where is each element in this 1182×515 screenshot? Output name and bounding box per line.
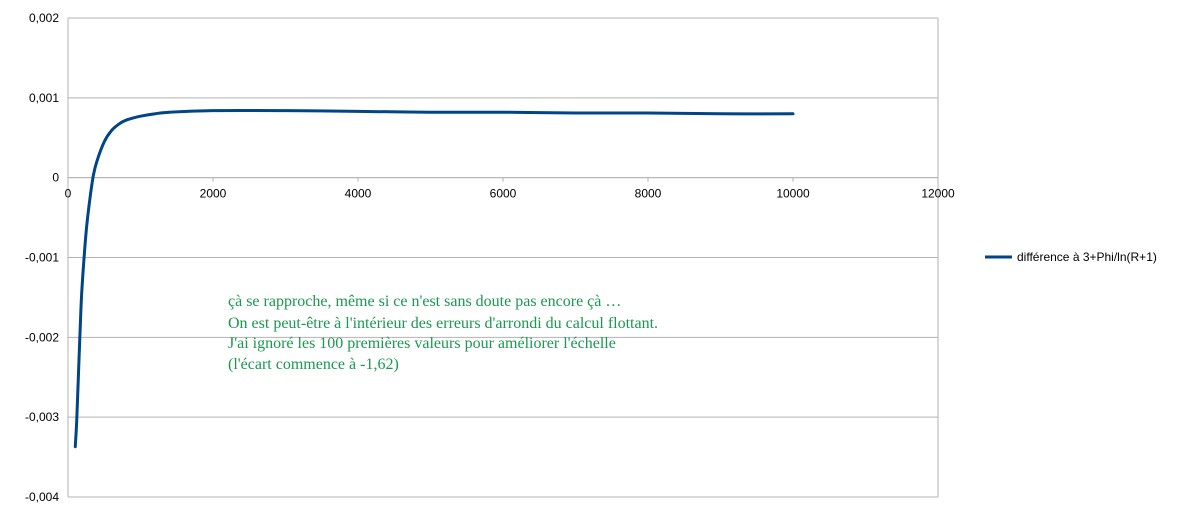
annotation-line-4: (l'écart commence à -1,62) <box>228 356 399 373</box>
y-tick-label: -0,001 <box>25 251 59 265</box>
y-tick-label: -0,002 <box>25 330 59 344</box>
x-tick-label: 0 <box>65 187 72 201</box>
y-tick-label: 0 <box>52 171 59 185</box>
x-tick-label: 10000 <box>776 187 810 201</box>
axes <box>67 18 939 497</box>
annotation-line-2: On est peut-être à l'intérieur des erreu… <box>228 315 658 332</box>
y-tick-label: 0,002 <box>29 11 59 25</box>
y-tick-label: -0,003 <box>25 410 59 424</box>
series-lines <box>73 108 795 449</box>
x-tick-label: 4000 <box>345 187 372 201</box>
annotation-line-1: çà se rapproche, même si ce n'est sans d… <box>228 293 621 310</box>
x-tick-label: 12000 <box>921 187 955 201</box>
legend: différence à 3+Phi/ln(R+1) <box>985 250 1157 264</box>
annotation-line-3: J'ai ignoré les 100 premières valeurs po… <box>228 335 616 352</box>
grid-lines <box>68 17 939 498</box>
y-axis-tick-labels: 0,002 0,001 0 -0,001 -0,002 -0,003 -0,004 <box>25 11 59 504</box>
annotation-text: çà se rapproche, même si ce n'est sans d… <box>228 293 658 373</box>
x-axis-tick-labels: 0 2000 4000 6000 8000 10000 12000 <box>65 187 955 201</box>
series-line <box>73 108 795 449</box>
legend-label: différence à 3+Phi/ln(R+1) <box>1017 250 1157 264</box>
y-tick-label: 0,001 <box>29 91 59 105</box>
x-tick-label: 2000 <box>200 187 227 201</box>
y-tick-label: -0,004 <box>25 490 59 504</box>
x-tick-label: 8000 <box>635 187 662 201</box>
x-tick-label: 6000 <box>490 187 517 201</box>
